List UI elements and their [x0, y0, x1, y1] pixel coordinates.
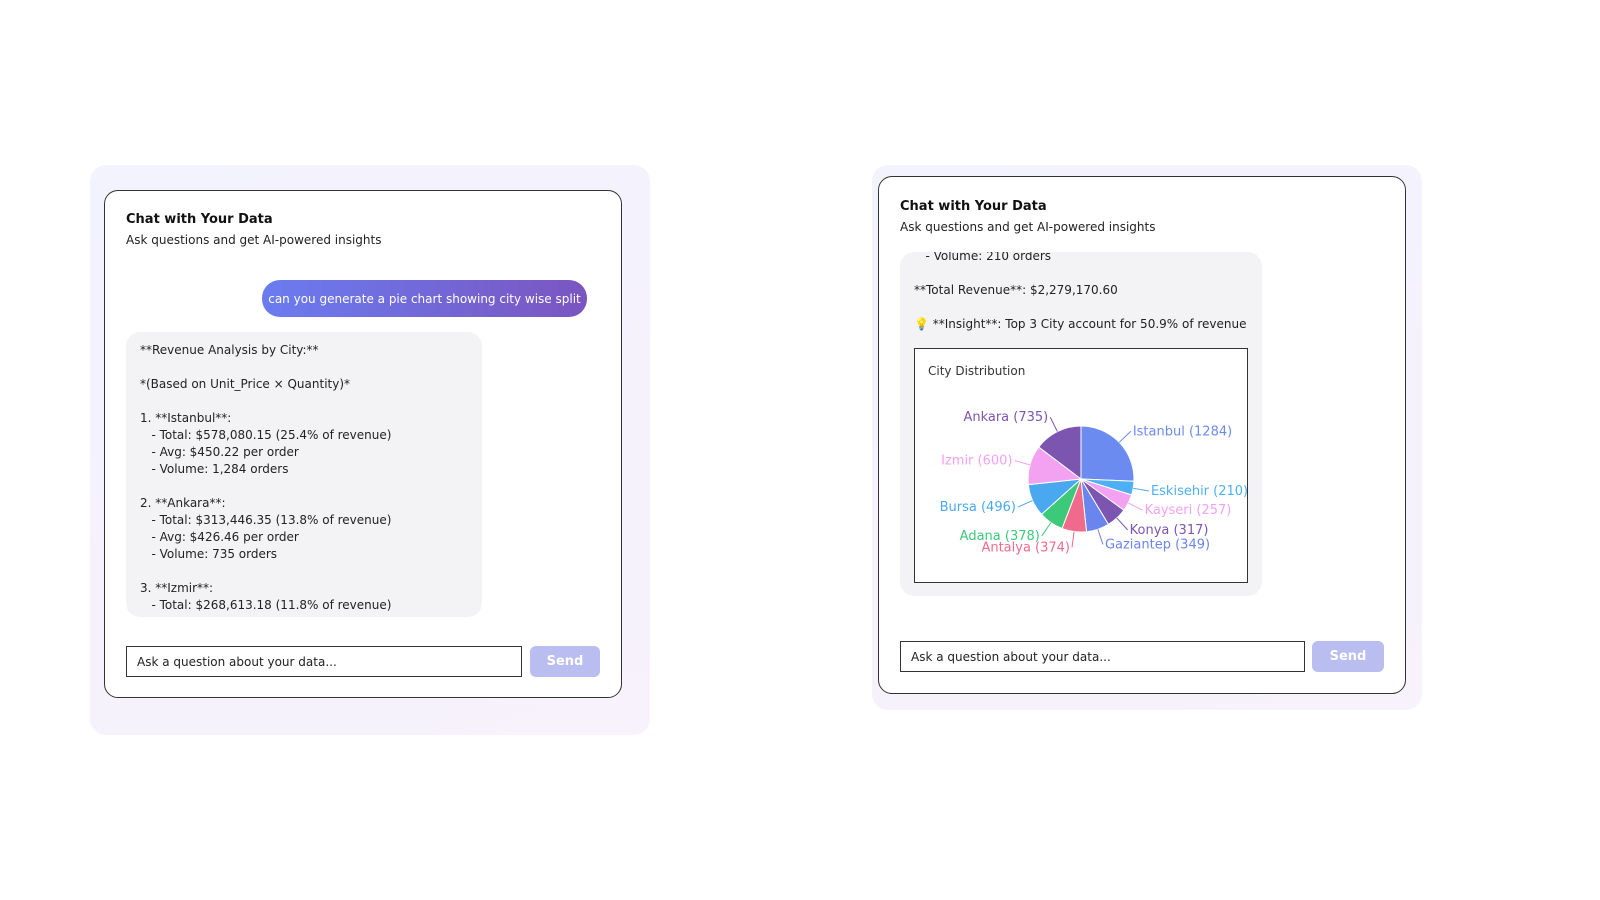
text-line: **Total Revenue**: $2,279,170.60	[914, 283, 1118, 297]
paragraph: 1. **Istanbul**: - Total: $578,080.15 (2…	[140, 410, 468, 478]
assistant-message: **Revenue Analysis by City:** *(Based on …	[126, 332, 482, 617]
slice-label: Bursa (496)	[940, 500, 1016, 515]
leader-line	[1097, 529, 1104, 545]
user-message: can you generate a pie chart showing cit…	[262, 280, 587, 317]
text-line: - Avg: $426.46 per order	[140, 530, 299, 544]
message-content: - Volume: 210 orders **Total Revenue**: $…	[900, 252, 1262, 593]
text-line: - Total: $313,446.35 (13.8% of revenue)	[140, 513, 392, 527]
send-button[interactable]: Send	[1312, 641, 1384, 672]
slice-label: Konya (317)	[1130, 523, 1209, 538]
paragraph: 2. **Ankara**: - Total: $313,446.35 (13.…	[140, 495, 468, 563]
assistant-message: - Volume: 210 orders **Total Revenue**: $…	[900, 252, 1262, 596]
slice-label: Istanbul (1284)	[1133, 424, 1232, 439]
text-line: 1. **Istanbul**:	[140, 411, 232, 425]
text-line: - Total: $578,080.15 (25.4% of revenue)	[140, 428, 392, 442]
leader-line	[1017, 500, 1033, 508]
paragraph: 💡 **Insight**: Top 3 City account for 50…	[914, 316, 1248, 333]
slice-label: Gaziantep (349)	[1105, 537, 1210, 552]
chart-title: City Distribution	[928, 364, 1025, 378]
text-line: - Avg: $450.22 per order	[140, 445, 299, 459]
text-line: 3. **Izmir**:	[140, 581, 214, 595]
slice-label: Izmir (600)	[941, 454, 1012, 469]
pie-slice	[1080, 425, 1135, 482]
text-line: - Total: $268,613.18 (11.8% of revenue)	[140, 598, 392, 612]
leader-line	[1128, 502, 1143, 511]
paragraph: *(Based on Unit_Price × Quantity)*	[140, 376, 468, 393]
question-input[interactable]: Ask a question about your data...	[900, 641, 1305, 672]
slice-label: Eskisehir (210)	[1151, 484, 1247, 499]
leader-line	[1118, 430, 1132, 443]
leader-line	[1071, 531, 1075, 548]
chat-title: Chat with Your Data	[126, 212, 273, 227]
paragraph: - Volume: 210 orders	[914, 252, 1248, 265]
chat-title: Chat with Your Data	[900, 199, 1047, 214]
paragraph: **Revenue Analysis by City:**	[140, 342, 468, 359]
text-line: 2. **Ankara**:	[140, 496, 226, 510]
question-input[interactable]: Ask a question about your data...	[126, 646, 522, 677]
pie-slice	[1038, 425, 1082, 481]
chat-subtitle: Ask questions and get AI-powered insight…	[900, 220, 1156, 234]
message-content: **Revenue Analysis by City:** *(Based on …	[126, 332, 482, 617]
leader-line	[1116, 517, 1128, 531]
text-line: - Volume: 1,284 orders	[140, 462, 289, 476]
pie-chart: City Distribution Istanbul (1284) Eskisehi…	[928, 364, 1247, 555]
paragraph: **Total Revenue**: $2,279,170.60	[914, 282, 1248, 299]
slice-label: Adana (378)	[960, 529, 1040, 544]
slice-label: Ankara (735)	[963, 410, 1048, 425]
leader-line	[1049, 417, 1058, 432]
text-line: 💡 **Insight**: Top 3 City account for 50…	[914, 317, 1247, 331]
chat-subtitle: Ask questions and get AI-powered insight…	[126, 233, 382, 247]
chart-container: City Distribution Istanbul (1284) Eskisehi…	[914, 348, 1248, 583]
leader-line	[1014, 460, 1031, 466]
leader-line	[1041, 522, 1052, 537]
leader-line	[1133, 487, 1150, 492]
slice-label: Antalya (374)	[981, 540, 1070, 555]
text-line: **Revenue Analysis by City:**	[140, 343, 319, 357]
send-button[interactable]: Send	[530, 646, 600, 677]
text-line: *(Based on Unit_Price × Quantity)*	[140, 377, 351, 391]
slice-label: Kayseri (257)	[1145, 503, 1232, 518]
text-line: - Volume: 210 orders	[914, 252, 1052, 263]
paragraph: 3. **Izmir**: - Total: $268,613.18 (11.8…	[140, 580, 468, 614]
text-line: - Volume: 735 orders	[140, 547, 278, 561]
